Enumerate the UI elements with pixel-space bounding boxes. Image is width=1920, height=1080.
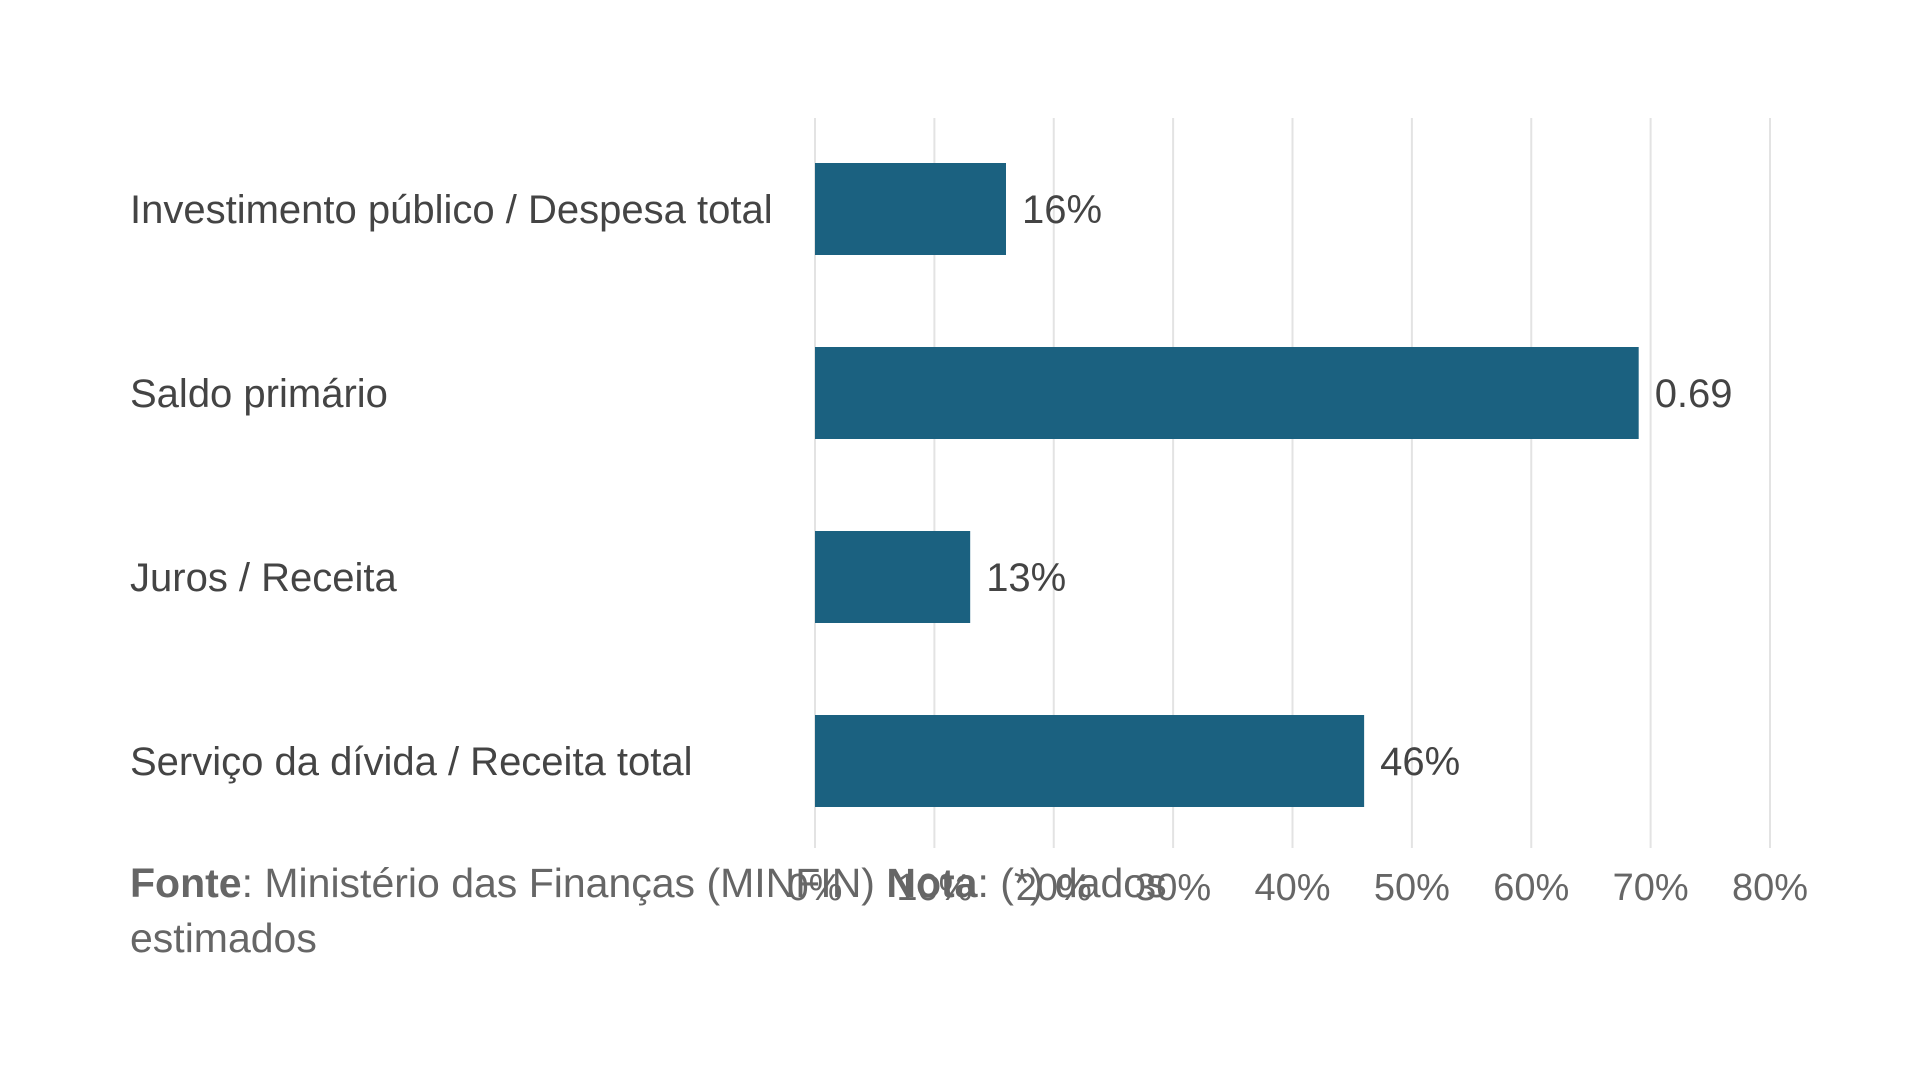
source-label: Fonte <box>130 860 242 906</box>
x-tick-label: 10% <box>896 867 972 909</box>
x-tick-label: 60% <box>1493 867 1569 909</box>
note-label: Nota <box>886 860 978 906</box>
data-label: 46% <box>1380 740 1460 784</box>
category-label: Serviço da dívida / Receita total <box>130 740 693 784</box>
category-label: Juros / Receita <box>130 556 398 600</box>
source-note: Fonte: Ministério das Finanças (MINFIN) … <box>130 856 1330 966</box>
source-text: : Ministério das Finanças (MINFIN) <box>241 860 887 906</box>
data-label: 13% <box>986 556 1066 600</box>
x-tick-label: 20% <box>1016 867 1092 909</box>
bar <box>815 163 1006 255</box>
category-label: Investimento público / Despesa total <box>130 188 773 232</box>
x-tick-label: 0% <box>788 867 843 909</box>
data-label: 16% <box>1022 188 1102 232</box>
x-tick-label: 50% <box>1374 867 1450 909</box>
x-tick-label: 30% <box>1135 867 1211 909</box>
bar <box>815 347 1639 439</box>
x-tick-label: 70% <box>1613 867 1689 909</box>
data-label: 0.69 <box>1655 372 1733 416</box>
x-tick-label: 80% <box>1732 867 1808 909</box>
bar <box>815 531 971 623</box>
bar <box>815 715 1365 807</box>
note-text: : (*) dados estimados <box>130 860 1167 961</box>
x-tick-label: 40% <box>1254 867 1330 909</box>
category-label: Saldo primário <box>130 372 388 416</box>
